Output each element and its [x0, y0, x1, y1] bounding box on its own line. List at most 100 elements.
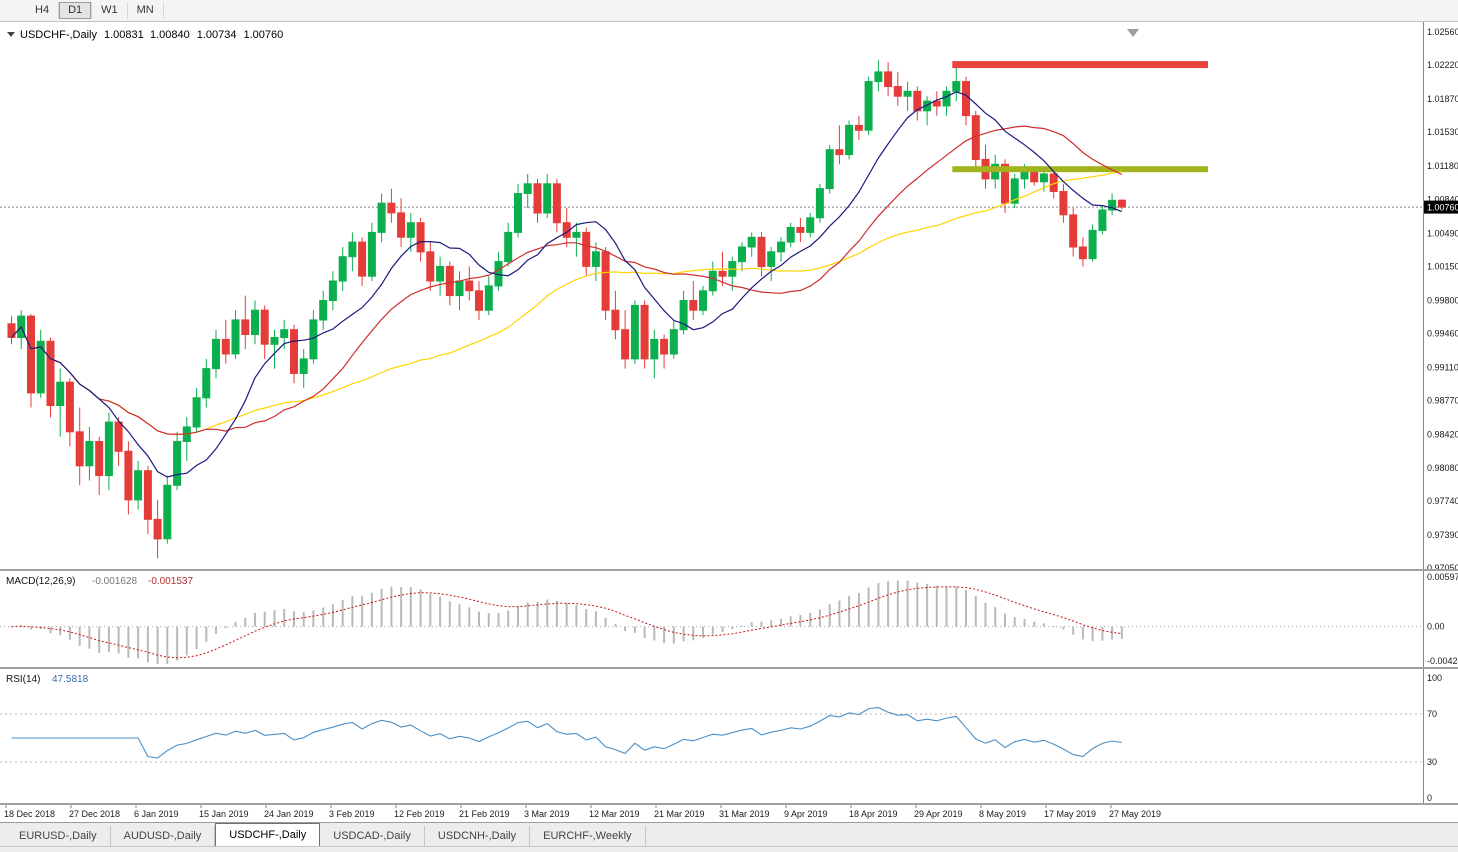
price-tick-label: 1.02220: [1427, 60, 1458, 70]
candle: [338, 247, 347, 291]
candle-body: [718, 270, 727, 277]
macd-signal-line: [11, 586, 1122, 659]
candle: [913, 86, 922, 121]
tab-usdcad-daily[interactable]: USDCAD-,Daily: [320, 826, 425, 846]
tab-audusd-daily[interactable]: AUDUSD-,Daily: [111, 826, 216, 846]
candle-body: [290, 329, 298, 375]
candle: [630, 300, 639, 364]
candle-body: [221, 338, 230, 355]
candle-body: [299, 358, 308, 374]
price-tick-label: 0.97390: [1427, 530, 1458, 540]
candle-body: [426, 251, 435, 282]
candle-body: [484, 285, 493, 311]
date-label: 31 Mar 2019: [719, 809, 770, 819]
candle-body: [397, 212, 406, 238]
candle-body: [932, 100, 941, 107]
ma-mid-line: [11, 125, 1123, 436]
tab-usdchf-daily[interactable]: USDCHF-,Daily: [215, 823, 321, 846]
price-tick-label: 0.98420: [1427, 430, 1458, 440]
candle: [134, 461, 143, 510]
candle: [1117, 199, 1126, 210]
candle-body: [75, 431, 84, 467]
candles-layer: [7, 60, 1126, 559]
price-tick-label: 0.99110: [1427, 363, 1458, 373]
support-band: [952, 166, 1208, 173]
macd-signal-value: -0.001537: [148, 576, 193, 587]
candle-body: [1078, 246, 1087, 260]
candle-body: [767, 251, 776, 267]
candle-body: [260, 309, 269, 345]
date-label: 3 Feb 2019: [329, 809, 375, 819]
candle: [231, 310, 240, 359]
candle: [153, 499, 162, 559]
candle-body: [884, 71, 893, 88]
candle-body: [46, 340, 55, 406]
candle: [114, 417, 123, 466]
candle-body: [465, 280, 474, 292]
date-label: 21 Mar 2019: [654, 809, 705, 819]
current-price-tag-label: 1.00760: [1427, 203, 1458, 213]
price-tick-label: 1.01180: [1427, 161, 1458, 171]
timeframe-h4-button[interactable]: H4: [26, 2, 60, 19]
candle-body: [679, 300, 688, 331]
resistance-band: [952, 61, 1208, 69]
candle-body: [104, 421, 113, 477]
chart-area: USDCHF-,Daily 1.00831 1.00840 1.00734 1.0076…: [0, 22, 1458, 822]
macd-axis-label: 0.00: [1427, 622, 1445, 632]
candle-body: [65, 381, 74, 433]
tab-usdcnh-daily[interactable]: USDCNH-,Daily: [425, 826, 531, 846]
candle-body: [777, 241, 785, 253]
candle: [124, 441, 133, 515]
candle: [416, 217, 425, 262]
candle: [484, 276, 493, 316]
candle: [319, 290, 328, 330]
candle: [679, 290, 688, 335]
candle-body: [114, 421, 123, 452]
price-tick-label: 1.00150: [1427, 261, 1458, 271]
candle: [241, 295, 250, 350]
candle: [212, 329, 220, 379]
candle-body: [923, 100, 932, 112]
price-tick-label: 1.02560: [1427, 27, 1458, 37]
candle-body: [241, 319, 250, 335]
date-label: 17 May 2019: [1044, 809, 1096, 819]
chart-canvas[interactable]: USDCHF-,Daily 1.00831 1.00840 1.00734 1.0076…: [0, 22, 1458, 822]
macd-main-value: -0.001628: [92, 576, 137, 587]
rsi-panel: RSI(14) 47.5818 100 70 30 0: [0, 673, 1442, 803]
timeframe-d1-button[interactable]: D1: [59, 2, 93, 19]
date-label: 29 Apr 2019: [914, 809, 963, 819]
candle: [202, 358, 211, 408]
date-label: 9 Apr 2019: [784, 809, 828, 819]
chart-tabs: EURUSD-,Daily AUDUSD-,Daily USDCHF-,Dail…: [0, 822, 1458, 846]
chart-background: [0, 22, 1458, 822]
candle: [221, 319, 230, 364]
rsi-label: RSI(14): [6, 674, 40, 685]
candle: [806, 212, 815, 238]
timeframe-mn-button[interactable]: MN: [128, 2, 164, 19]
candle-body: [1108, 199, 1117, 211]
candle: [932, 91, 941, 116]
candle: [543, 174, 552, 218]
date-label: 27 May 2019: [1109, 809, 1161, 819]
candle-body: [358, 241, 367, 277]
timeframe-w1-button[interactable]: W1: [92, 2, 128, 19]
rsi-axis-label: 100: [1427, 673, 1442, 683]
candle-body: [601, 251, 610, 311]
candle: [426, 242, 435, 291]
candle-body: [591, 251, 600, 267]
price-tick-label: 1.01530: [1427, 127, 1458, 137]
candle: [884, 62, 893, 97]
candle-body: [874, 71, 883, 83]
candle: [611, 290, 620, 340]
candle-body: [669, 329, 678, 355]
candle-body: [796, 227, 805, 233]
tab-eurusd-daily[interactable]: EURUSD-,Daily: [6, 826, 111, 846]
date-label: 12 Mar 2019: [589, 809, 640, 819]
candle: [406, 212, 415, 252]
candle: [475, 281, 483, 320]
candle: [747, 232, 756, 257]
tab-eurchf-weekly[interactable]: EURCHF-,Weekly: [530, 826, 646, 846]
candle-body: [572, 231, 581, 238]
candle: [143, 465, 152, 534]
candle-body: [416, 222, 425, 253]
